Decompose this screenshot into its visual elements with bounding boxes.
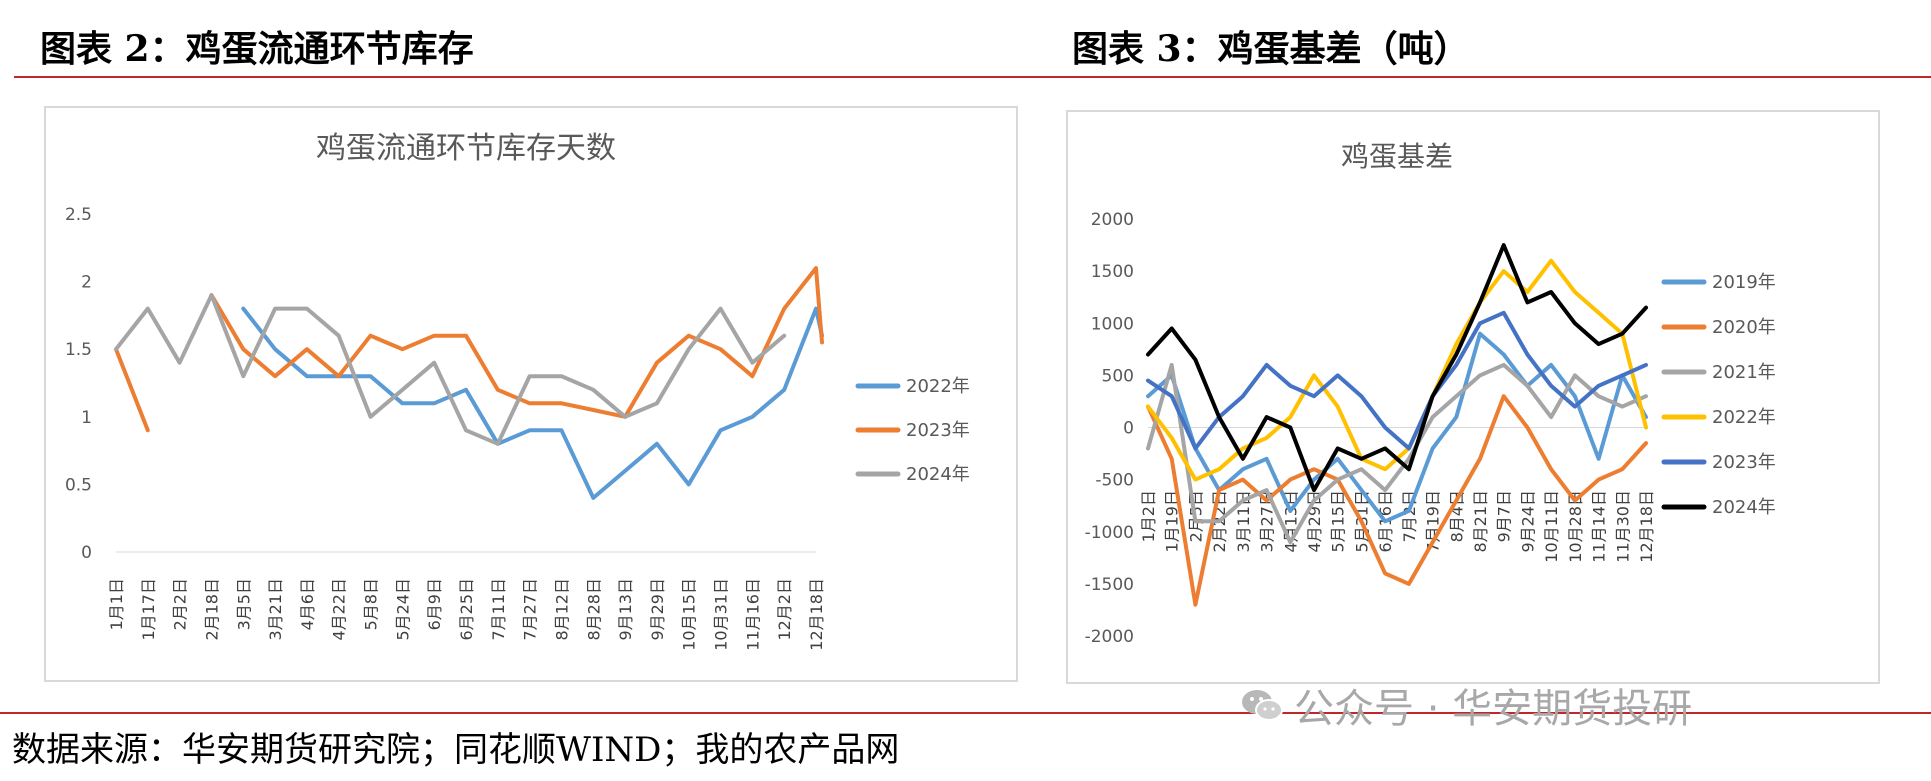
x-tick-label: 11月16日 bbox=[743, 578, 762, 651]
x-tick-label: 5月8日 bbox=[362, 578, 381, 630]
bottom-divider bbox=[0, 712, 1931, 714]
y-tick-label: -1000 bbox=[1085, 523, 1134, 543]
x-tick-label: 7月2日 bbox=[1400, 490, 1419, 542]
series-line-2022年 bbox=[241, 306, 824, 500]
x-tick-label: 1月1日 bbox=[107, 578, 126, 630]
series-line-2023年 bbox=[1146, 310, 1648, 451]
legend-label: 2023年 bbox=[1712, 452, 1776, 473]
left-chart: 鸡蛋流通环节库存天数 0 0.5 1 1.5 2 2.5 1月1日 1月17日 2月2日 2月18日… bbox=[65, 131, 970, 651]
legend-label: 2024年 bbox=[906, 464, 970, 485]
y-tick-label: 1 bbox=[81, 408, 92, 428]
x-tick-label: 1月2日 bbox=[1139, 490, 1158, 542]
legend-label: 2021年 bbox=[1712, 362, 1776, 383]
y-tick-label: 500 bbox=[1102, 366, 1134, 386]
x-tick-label: 4月22日 bbox=[330, 578, 349, 641]
y-tick-label: -2000 bbox=[1085, 627, 1134, 647]
x-tick-label: 11月30日 bbox=[1613, 490, 1632, 563]
x-tick-label: 7月27日 bbox=[521, 578, 540, 641]
x-tick-label: 10月11日 bbox=[1542, 490, 1561, 563]
x-tick-label: 9月29日 bbox=[648, 578, 667, 641]
y-tick-label: 2 bbox=[81, 273, 92, 293]
x-tick-label: 6月9日 bbox=[425, 578, 444, 630]
x-tick-label: 9月24日 bbox=[1518, 490, 1537, 553]
watermark-text: 公众号 · 华安期货投研 bbox=[1294, 686, 1693, 732]
y-tick-label: 0 bbox=[1123, 419, 1134, 439]
y-tick-label: 0 bbox=[81, 543, 92, 563]
x-tick-label: 9月13日 bbox=[616, 578, 635, 641]
y-tick-label: 1000 bbox=[1091, 314, 1134, 334]
right-figure-title: 图表 3：鸡蛋基差（吨） bbox=[1072, 28, 1470, 70]
series-line-2023年 bbox=[114, 266, 824, 433]
legend-label: 2024年 bbox=[1712, 497, 1776, 518]
x-tick-label: 12月18日 bbox=[807, 578, 826, 651]
series-line-2020年 bbox=[1146, 394, 1648, 607]
top-divider bbox=[14, 76, 1931, 78]
legend-label: 2022年 bbox=[906, 376, 970, 397]
watermark: 公众号 · 华安期货投研 bbox=[1240, 680, 1870, 732]
x-tick-label: 4月6日 bbox=[298, 578, 317, 630]
x-tick-label: 1月19日 bbox=[1163, 490, 1182, 553]
x-tick-label: 8月28日 bbox=[584, 578, 603, 641]
x-tick-label: 8月12日 bbox=[552, 578, 571, 641]
x-tick-label: 2月2日 bbox=[171, 578, 190, 630]
y-tick-label: 1.5 bbox=[65, 340, 92, 360]
x-tick-label: 6月25日 bbox=[457, 578, 476, 641]
series-line-2024年 bbox=[114, 293, 787, 446]
right-chart: 鸡蛋基差 -2000 -1500 -1000 -500 0 500 1000 1500 2000 1… bbox=[1085, 140, 1776, 647]
x-tick-label: 3月21日 bbox=[266, 578, 285, 641]
x-tick-label: 9月7日 bbox=[1495, 490, 1514, 542]
x-tick-label: 10月15日 bbox=[680, 578, 699, 651]
y-tick-label: 1500 bbox=[1091, 262, 1134, 282]
x-tick-label: 12月18日 bbox=[1637, 490, 1656, 563]
x-tick-label: 10月28日 bbox=[1566, 490, 1585, 563]
legend-label: 2022年 bbox=[1712, 407, 1776, 428]
series-line-2019年 bbox=[1146, 331, 1648, 524]
x-tick-label: 10月31日 bbox=[712, 578, 731, 651]
left-figure-title: 图表 2：鸡蛋流通环节库存 bbox=[40, 28, 474, 70]
series-line-2022年 bbox=[1146, 258, 1648, 482]
x-tick-label: 2月18日 bbox=[202, 578, 221, 641]
y-tick-label: -500 bbox=[1095, 471, 1134, 491]
series-line-2024年 bbox=[1146, 243, 1648, 493]
source-note: 数据来源：华安期货研究院；同花顺WIND；我的农产品网 bbox=[12, 730, 900, 770]
y-tick-label: -1500 bbox=[1085, 575, 1134, 595]
legend-label: 2019年 bbox=[1712, 272, 1776, 293]
chart-title: 鸡蛋基差 bbox=[1341, 140, 1453, 173]
y-tick-label: 2000 bbox=[1091, 210, 1134, 230]
x-tick-label: 8月21日 bbox=[1471, 490, 1490, 553]
y-tick-label: 2.5 bbox=[65, 205, 92, 225]
x-tick-label: 11月14日 bbox=[1590, 490, 1609, 563]
legend-label: 2023年 bbox=[906, 420, 970, 441]
x-tick-label: 3月5日 bbox=[234, 578, 253, 630]
y-tick-label: 0.5 bbox=[65, 475, 92, 495]
legend-label: 2020年 bbox=[1712, 317, 1776, 338]
left-chart-panel: 鸡蛋流通环节库存天数 0 0.5 1 1.5 2 2.5 1月1日 1月17日 2月2日 2月18日… bbox=[44, 106, 1018, 682]
x-tick-label: 5月15日 bbox=[1329, 490, 1348, 553]
chart-title: 鸡蛋流通环节库存天数 bbox=[316, 131, 616, 166]
wechat-icon bbox=[1242, 690, 1283, 721]
x-tick-label: 5月24日 bbox=[393, 578, 412, 641]
right-chart-panel: 鸡蛋基差 -2000 -1500 -1000 -500 0 500 1000 1500 2000 1… bbox=[1066, 110, 1880, 684]
x-tick-label: 12月2日 bbox=[775, 578, 794, 641]
x-tick-label: 1月17日 bbox=[139, 578, 158, 641]
x-tick-label: 8月4日 bbox=[1447, 490, 1466, 542]
x-tick-label: 7月11日 bbox=[489, 578, 508, 641]
